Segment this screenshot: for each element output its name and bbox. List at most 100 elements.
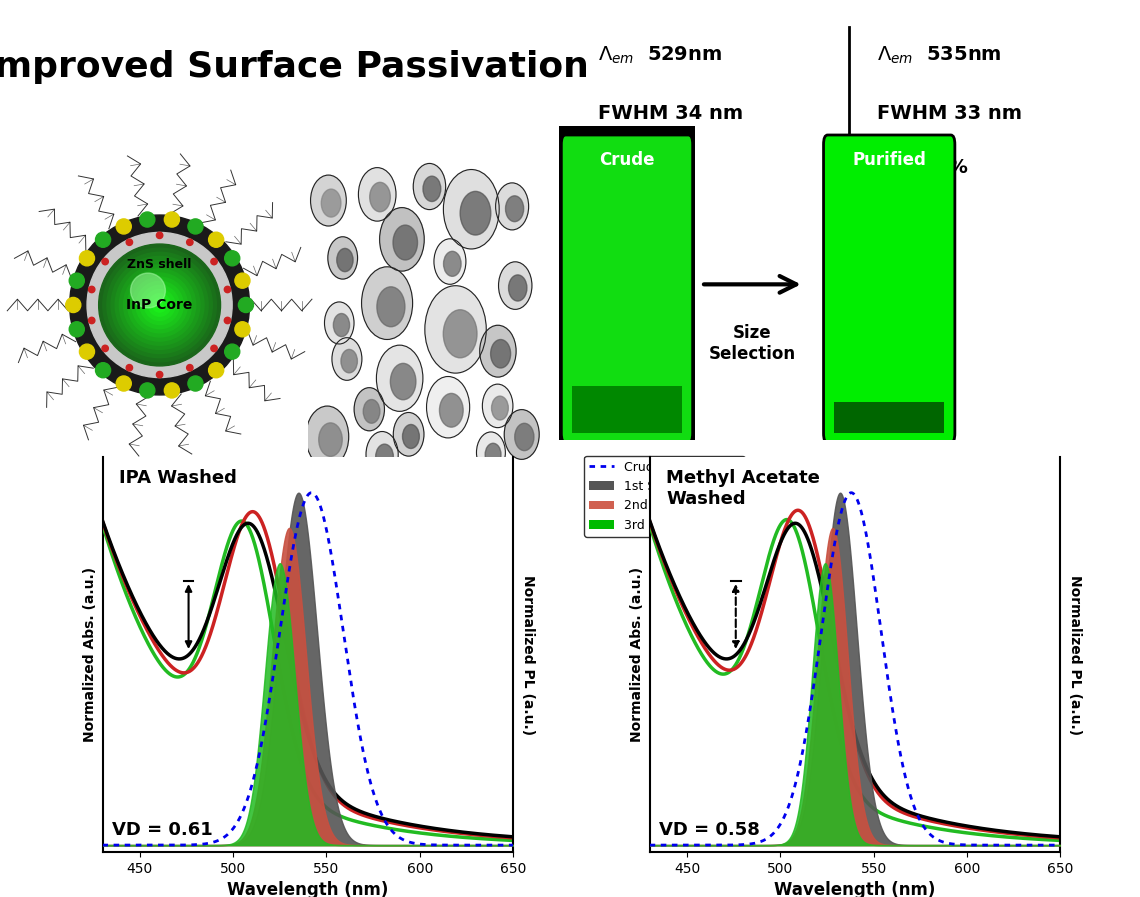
Circle shape [156, 371, 163, 378]
X-axis label: Wavelength (nm): Wavelength (nm) [227, 882, 389, 897]
Circle shape [376, 444, 393, 469]
Circle shape [496, 183, 529, 230]
Circle shape [414, 163, 446, 210]
Circle shape [376, 345, 423, 412]
Text: Crude: Crude [600, 151, 654, 169]
Circle shape [393, 413, 424, 456]
Circle shape [319, 422, 342, 457]
Circle shape [235, 322, 250, 337]
Circle shape [211, 345, 218, 352]
Circle shape [164, 383, 179, 398]
Circle shape [187, 239, 193, 246]
Circle shape [80, 344, 95, 359]
Text: IPA Washed: IPA Washed [119, 469, 237, 487]
Circle shape [148, 294, 171, 316]
Circle shape [188, 376, 203, 391]
Circle shape [111, 257, 209, 353]
Circle shape [355, 388, 384, 431]
Circle shape [498, 262, 532, 309]
Circle shape [131, 273, 165, 308]
Circle shape [333, 314, 350, 336]
Text: VD = 0.58: VD = 0.58 [659, 821, 760, 839]
Circle shape [96, 362, 111, 378]
Text: Methyl Acetate
Washed: Methyl Acetate Washed [666, 469, 820, 508]
Circle shape [66, 298, 81, 312]
Y-axis label: Normalized Abs. (a.u.): Normalized Abs. (a.u.) [83, 567, 97, 743]
Circle shape [89, 286, 95, 292]
Y-axis label: Normalized PL (a.u.): Normalized PL (a.u.) [521, 575, 535, 735]
Circle shape [70, 322, 84, 337]
Circle shape [164, 212, 179, 227]
Circle shape [107, 252, 212, 358]
Circle shape [515, 423, 534, 450]
Circle shape [127, 239, 132, 246]
Legend: Crude QD, 1st Size Selection, 2nd Size Selection, 3rd Size Selection: Crude QD, 1st Size Selection, 2nd Size S… [585, 456, 744, 536]
Circle shape [103, 248, 217, 361]
Circle shape [225, 286, 230, 292]
Circle shape [188, 219, 203, 234]
Circle shape [225, 251, 239, 266]
Circle shape [504, 410, 539, 459]
Text: $\Lambda_{em}$  535nm: $\Lambda_{em}$ 535nm [878, 45, 1002, 66]
Circle shape [325, 302, 355, 344]
Circle shape [101, 345, 108, 352]
Circle shape [358, 168, 396, 222]
X-axis label: Wavelength (nm): Wavelength (nm) [774, 882, 936, 897]
Circle shape [238, 298, 253, 312]
FancyBboxPatch shape [561, 135, 693, 443]
Y-axis label: Normalized PL (a.u.): Normalized PL (a.u.) [1068, 575, 1082, 735]
Circle shape [153, 298, 166, 312]
Circle shape [80, 251, 95, 266]
Circle shape [377, 287, 405, 327]
Circle shape [225, 344, 239, 359]
Text: Purified: Purified [853, 151, 926, 169]
Circle shape [336, 248, 353, 272]
Circle shape [136, 282, 184, 328]
Circle shape [380, 207, 424, 271]
Circle shape [89, 318, 95, 324]
Text: $\Lambda_{em}$  529nm: $\Lambda_{em}$ 529nm [597, 45, 722, 66]
Circle shape [310, 175, 347, 226]
Circle shape [225, 318, 230, 324]
Circle shape [434, 239, 466, 284]
FancyBboxPatch shape [823, 135, 955, 443]
Circle shape [145, 290, 174, 320]
Circle shape [209, 362, 223, 378]
Circle shape [116, 376, 131, 391]
Circle shape [128, 273, 192, 337]
Circle shape [390, 363, 416, 400]
Circle shape [461, 191, 491, 235]
Circle shape [366, 431, 398, 477]
Circle shape [361, 266, 413, 339]
Text: FWHM 34 nm: FWHM 34 nm [597, 104, 743, 123]
Circle shape [96, 232, 111, 248]
Circle shape [364, 399, 380, 423]
Text: Improved Surface Passivation: Improved Surface Passivation [0, 50, 589, 84]
Circle shape [482, 384, 513, 428]
Circle shape [209, 232, 223, 248]
Circle shape [116, 219, 131, 234]
Circle shape [140, 212, 155, 227]
Circle shape [369, 182, 390, 212]
Circle shape [70, 215, 250, 395]
Circle shape [505, 196, 523, 222]
Circle shape [508, 274, 527, 301]
Y-axis label: Normalized Abs. (a.u.): Normalized Abs. (a.u.) [630, 567, 644, 743]
Text: VD = 0.61: VD = 0.61 [112, 821, 213, 839]
Circle shape [156, 232, 163, 239]
Text: ZnS shell: ZnS shell [128, 257, 192, 271]
Circle shape [486, 443, 502, 466]
Circle shape [443, 309, 477, 358]
Circle shape [70, 273, 84, 288]
Circle shape [99, 244, 220, 366]
Circle shape [132, 277, 187, 333]
Bar [572, 387, 682, 433]
Circle shape [443, 170, 499, 249]
Circle shape [477, 432, 505, 473]
Circle shape [426, 377, 470, 438]
Text: Size
Selection: Size Selection [709, 324, 796, 363]
Circle shape [423, 176, 441, 202]
Circle shape [115, 261, 204, 349]
Circle shape [123, 269, 196, 341]
Circle shape [443, 251, 461, 276]
